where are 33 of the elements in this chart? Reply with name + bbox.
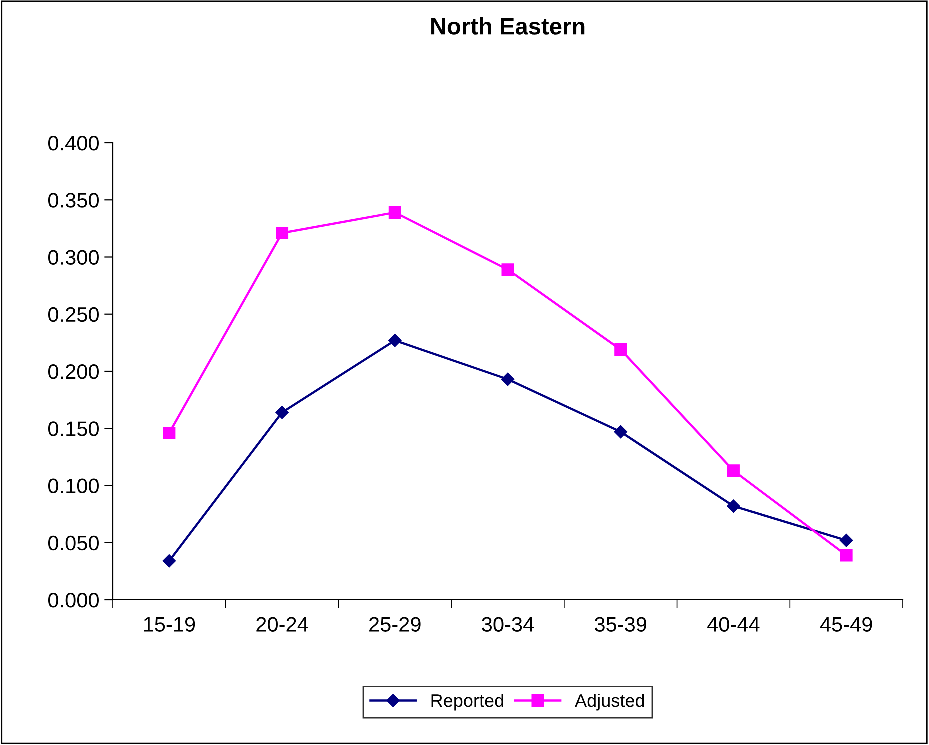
point	[840, 549, 853, 562]
point	[388, 334, 402, 348]
y-tick-label: 0.250	[48, 307, 99, 322]
point	[614, 425, 628, 439]
point	[501, 372, 515, 386]
y-tick-label: 0.050	[48, 536, 99, 551]
point	[840, 534, 854, 548]
x-tick-label: 45-49	[820, 617, 872, 632]
y-tick-label: 0.000	[48, 593, 99, 608]
y-tick-label: 0.150	[48, 422, 99, 436]
x-tick-label: 25-29	[370, 617, 421, 632]
x-tick-label: 30-34	[482, 617, 534, 632]
point	[162, 554, 176, 568]
y-tick-label: 0.300	[48, 250, 99, 266]
legend-label: Adjusted	[575, 694, 644, 711]
x-tick-label: 20-24	[256, 617, 308, 632]
y-tick-label: 0.200	[48, 364, 99, 380]
x-tick-label: 15-19	[144, 617, 196, 632]
chart-title: North Eastern	[432, 18, 585, 35]
point	[502, 264, 514, 276]
point	[163, 426, 176, 440]
legend-label: Reported	[432, 694, 504, 711]
y-tick-label: 0.100	[48, 478, 99, 494]
point	[276, 227, 289, 240]
point	[388, 206, 402, 219]
x-tick-label: 40-44	[708, 617, 760, 632]
y-tick-label: 0.400	[48, 136, 99, 151]
y-tick-label: 0.350	[48, 193, 99, 208]
point	[727, 464, 740, 478]
point	[276, 406, 289, 420]
point	[614, 344, 628, 356]
x-tick-label: 35-39	[595, 617, 647, 632]
point	[727, 500, 740, 513]
